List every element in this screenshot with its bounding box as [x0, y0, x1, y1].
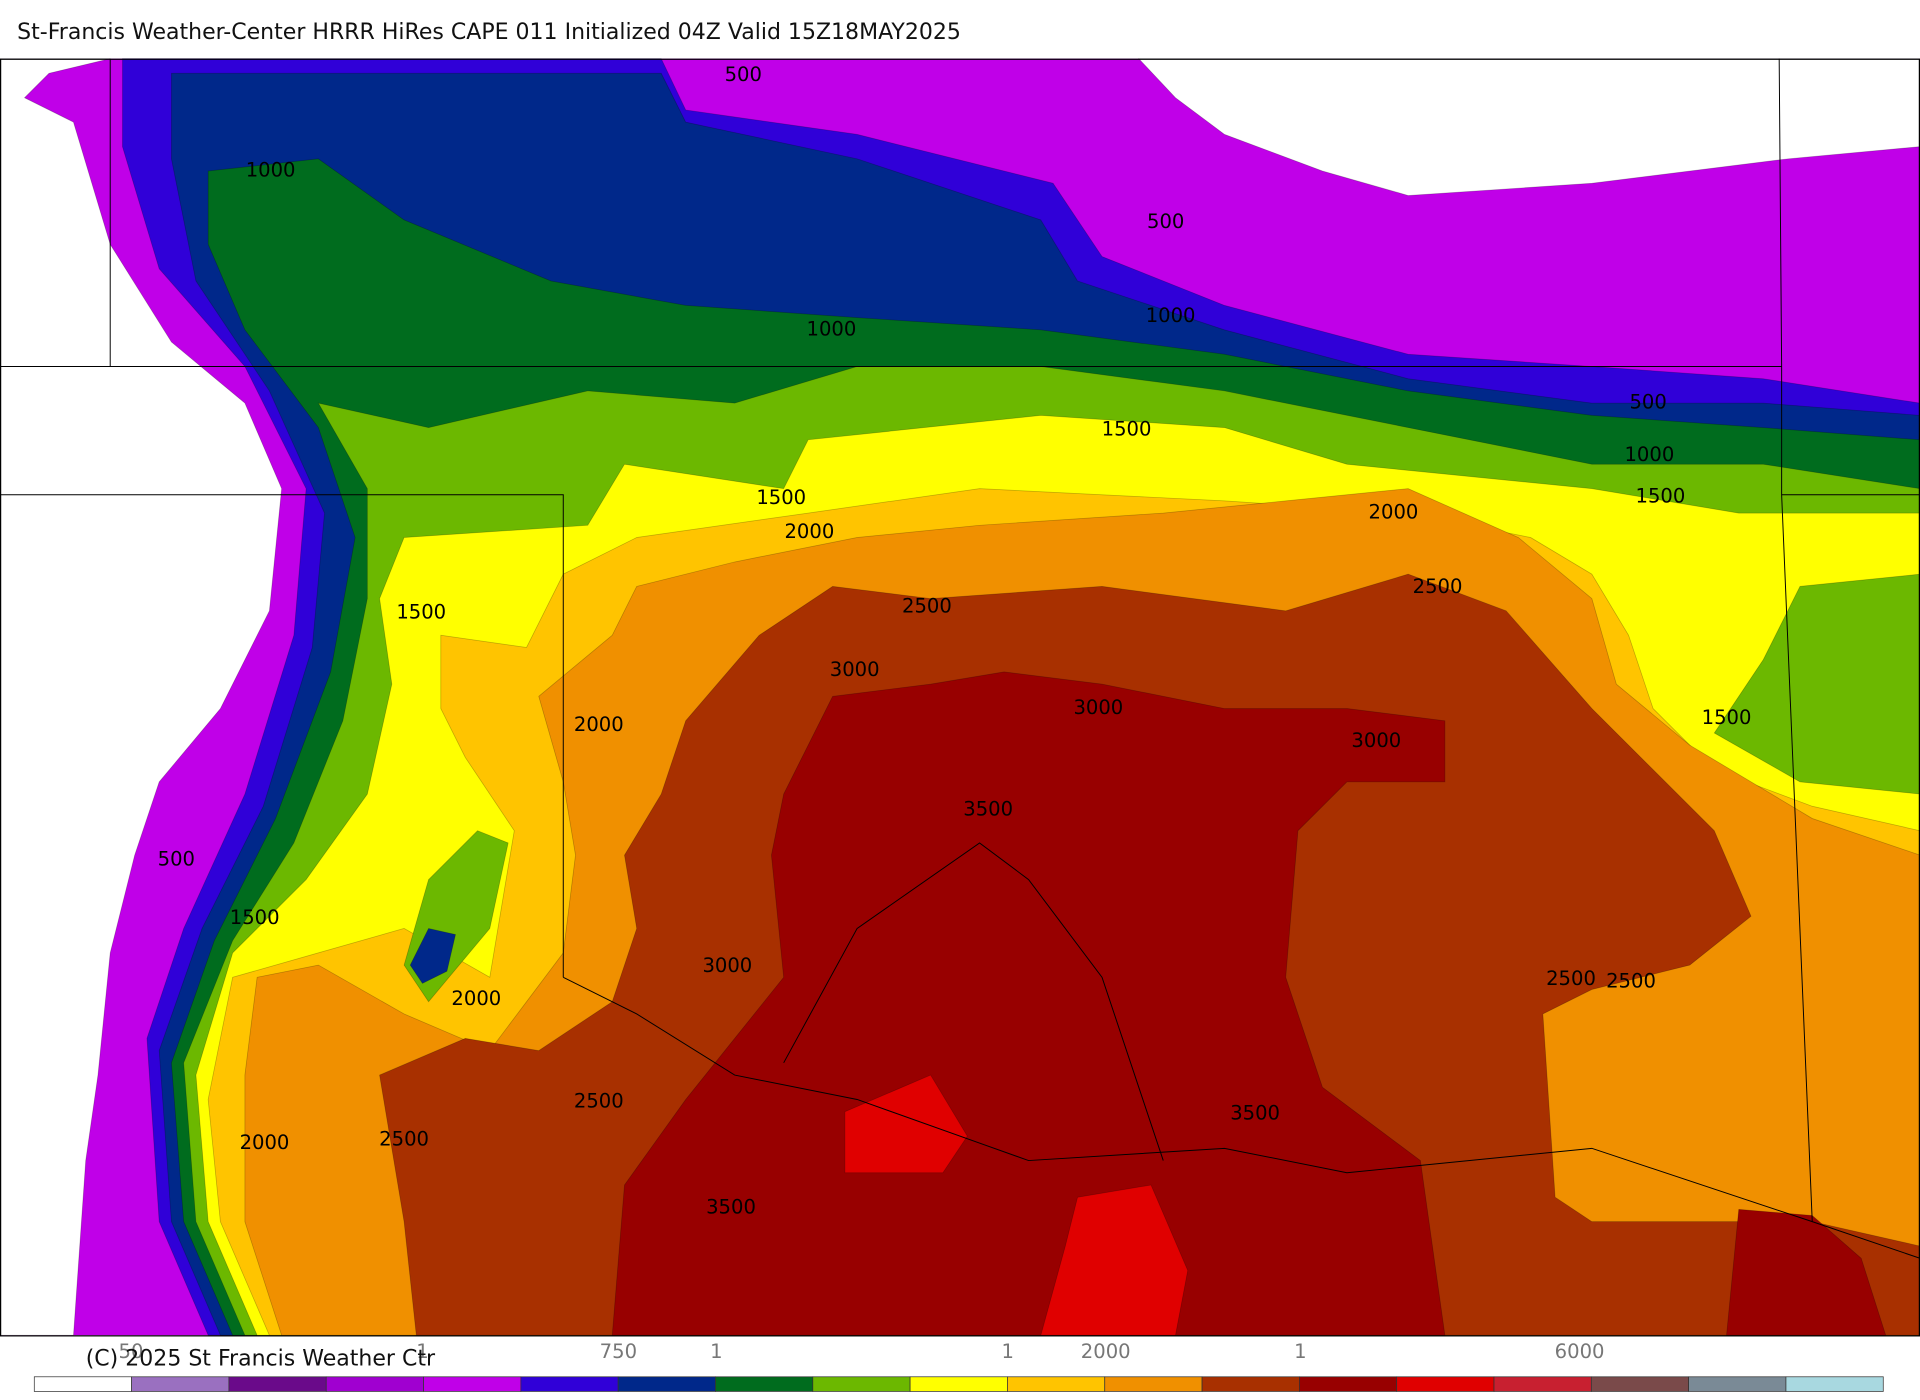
contour-label: 1500 [1102, 418, 1152, 441]
colorbar-label: 1 [416, 1340, 428, 1363]
colorbar-swatch [1493, 1376, 1592, 1392]
colorbar: 50 1 750 1 1 2000 1 6000 [33, 1340, 1884, 1392]
cape-band [409, 928, 456, 984]
colorbar-label: 50 [119, 1340, 144, 1363]
colorbar-swatch [1201, 1376, 1300, 1392]
contour-label: 3000 [1351, 729, 1401, 752]
colorbar-label: 1 [1002, 1340, 1014, 1363]
contour-label: 1000 [807, 317, 857, 340]
contour-label: 2500 [1546, 967, 1596, 990]
contour-label: 500 [1147, 210, 1184, 233]
colorbar-swatch [33, 1376, 132, 1392]
contour-label: 500 [158, 848, 195, 871]
cape-map: 500 500 500 500 1000 1000 1000 1000 1500 1500 1500… [0, 58, 1920, 1336]
contour-label: 2500 [902, 595, 952, 618]
contour-label: 2000 [784, 520, 834, 543]
colorbar-swatch [715, 1376, 814, 1392]
contour-label: 3000 [1073, 696, 1123, 719]
contour-label: 3500 [1230, 1102, 1280, 1125]
copyright: (C) 2025 St Francis Weather Ctr [86, 1347, 436, 1372]
colorbar-swatch [228, 1376, 327, 1392]
colorbar-label: 6000 [1555, 1340, 1605, 1363]
colorbar-label: 2000 [1081, 1340, 1131, 1363]
colorbar-swatch [617, 1376, 716, 1392]
contour-label: 1000 [246, 159, 296, 182]
contour-label: 2000 [1369, 501, 1419, 524]
contour-label: 2500 [379, 1127, 429, 1150]
contour-label: 500 [1629, 391, 1666, 414]
contour-label: 3000 [830, 658, 880, 681]
colorbar-label: 1 [1294, 1340, 1306, 1363]
map-frame [0, 58, 1920, 1337]
colorbar-swatch [1785, 1376, 1884, 1392]
contour-label: 1500 [1702, 706, 1752, 729]
contour-label: 2500 [574, 1089, 624, 1112]
colorbar-swatch [1104, 1376, 1203, 1392]
contour-label: 1500 [756, 486, 806, 509]
boundary-line [1778, 58, 1813, 1222]
no-data [0, 58, 283, 1336]
contour-label: 1500 [396, 601, 446, 624]
contour-label: 2500 [1413, 575, 1463, 598]
title: St-Francis Weather-Center HRRR HiRes CAP… [17, 20, 961, 45]
contour-label: 2000 [451, 987, 501, 1010]
colorbar-label: 750 [600, 1340, 637, 1363]
contour-label: 2500 [1606, 970, 1656, 993]
contour-label: 2000 [240, 1131, 290, 1154]
no-data [1137, 58, 1920, 196]
boundary-line [783, 842, 1164, 1161]
colorbar-swatch [1688, 1376, 1787, 1392]
contour-label: 1000 [1146, 304, 1196, 327]
colorbar-swatch [812, 1376, 911, 1392]
contour-label: 500 [725, 63, 762, 86]
colorbar-swatch [131, 1376, 230, 1392]
colorbar-swatch [423, 1376, 522, 1392]
colorbar-swatch [909, 1376, 1008, 1392]
contour-label: 3500 [706, 1196, 756, 1219]
contour-label: 2000 [574, 713, 624, 736]
colorbar-swatch [1007, 1376, 1106, 1392]
colorbar-swatch [325, 1376, 424, 1392]
colorbar-swatch [1396, 1376, 1495, 1392]
cape-band [844, 1074, 968, 1174]
colorbar-swatch [520, 1376, 619, 1392]
colorbar-label: 1 [710, 1340, 722, 1363]
contour-label: 3000 [702, 954, 752, 977]
cape-band [1726, 1209, 1887, 1336]
contour-label: 1000 [1624, 443, 1674, 466]
contour-label: 1500 [1636, 485, 1686, 508]
cape-band [611, 671, 1446, 1336]
colorbar-swatch [1590, 1376, 1690, 1392]
boundary-line [563, 976, 1920, 1259]
contour-label: 3500 [963, 797, 1013, 820]
colorbar-swatch [1299, 1376, 1398, 1392]
boundary-line [0, 494, 564, 978]
contour-label: 1500 [230, 906, 280, 929]
